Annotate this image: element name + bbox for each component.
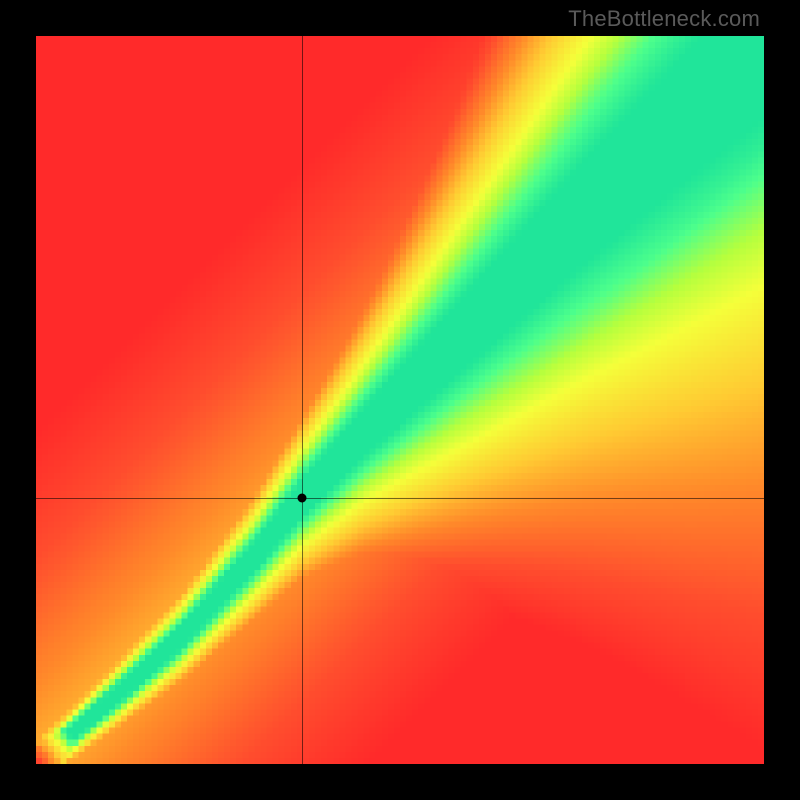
heatmap-plot — [36, 36, 764, 764]
heatmap-canvas — [36, 36, 764, 764]
watermark-text: TheBottleneck.com — [568, 6, 760, 32]
crosshair-horizontal — [36, 498, 764, 499]
crosshair-vertical — [302, 36, 303, 764]
selection-marker — [297, 494, 306, 503]
